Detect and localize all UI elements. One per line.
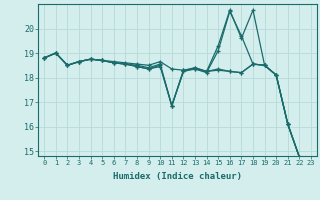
X-axis label: Humidex (Indice chaleur): Humidex (Indice chaleur) bbox=[113, 172, 242, 181]
